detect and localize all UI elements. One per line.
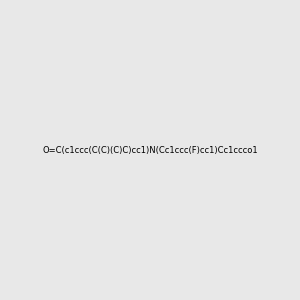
Text: O=C(c1ccc(C(C)(C)C)cc1)N(Cc1ccc(F)cc1)Cc1ccco1: O=C(c1ccc(C(C)(C)C)cc1)N(Cc1ccc(F)cc1)Cc… <box>42 146 258 154</box>
